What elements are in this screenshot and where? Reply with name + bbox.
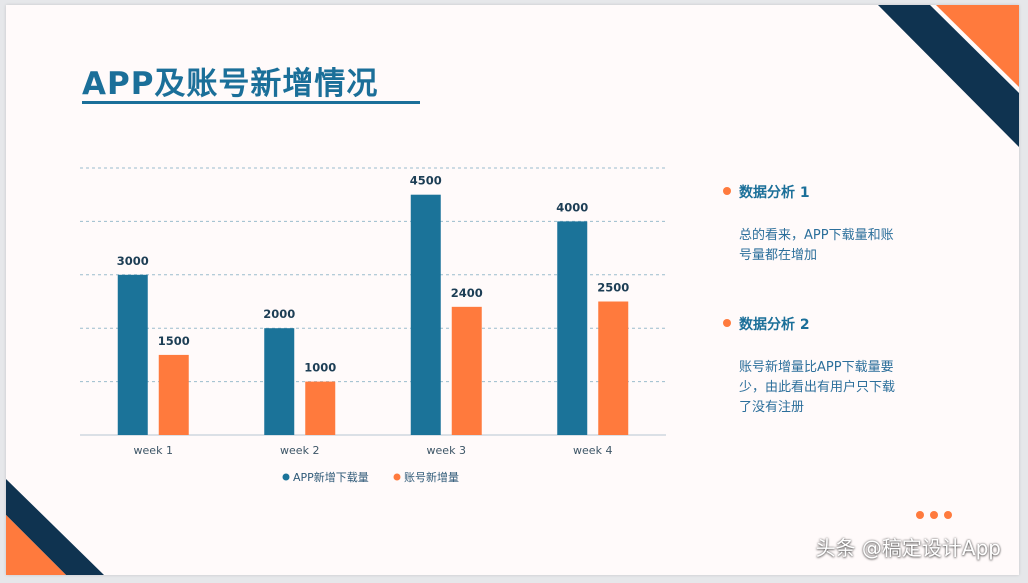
bar-new-accounts (598, 301, 629, 435)
data-label: 2000 (263, 307, 295, 321)
legend-label: 账号新增量 (404, 470, 459, 484)
analysis-2-line-2: 少，由此看出有用户只下载 (739, 380, 896, 395)
corner-orange-triangle-top-right (936, 5, 1019, 87)
data-label: 3000 (117, 254, 149, 268)
bar-app-downloads (557, 221, 588, 435)
analysis-2-line-1: 账号新增量比APP下载量要 (739, 360, 894, 375)
labels-layer: 3000 1500 2000 1000 4500 2400 4000 2500 (117, 174, 630, 375)
legend-marker-icon (282, 473, 290, 481)
bars-layer (117, 194, 629, 435)
bar-new-accounts (158, 354, 189, 435)
data-label: 4500 (410, 174, 442, 188)
slide: APP及账号新增情况 3000 1500 2000 1000 4500 2400 4000 2… (6, 5, 1019, 575)
decorative-dot-icon (930, 511, 938, 519)
legend-layer: APP新增下载量 账号新增量 (282, 470, 459, 484)
decorative-dot-icon (916, 511, 924, 519)
analysis-2-line-3: 了没有注册 (739, 400, 805, 415)
data-label: 2500 (597, 281, 629, 295)
analysis-2-heading: 数据分析 2 (739, 317, 810, 333)
x-tick-label: week 1 (134, 444, 173, 457)
corner-navy-stripe-top-right (878, 5, 1019, 147)
analysis-2-bullet-icon (723, 319, 731, 327)
analysis-1-heading: 数据分析 1 (739, 185, 810, 201)
watermark-text: 头条 @稿定设计App (815, 536, 1001, 560)
bar-new-accounts (451, 306, 482, 435)
data-label: 1500 (158, 334, 190, 348)
decorative-dot-icon (944, 511, 952, 519)
data-label: 4000 (556, 200, 588, 214)
corner-orange-triangle-bottom-left (6, 515, 66, 575)
legend-marker-icon (393, 473, 401, 481)
bar-app-downloads (410, 194, 441, 435)
corner-navy-stripe-bottom-left (6, 479, 104, 575)
analysis-1-body: 总的看来，APP下载量和账 号量都在增加 (739, 226, 925, 266)
title-underline (82, 101, 420, 104)
analysis-1-line-2: 号量都在增加 (739, 248, 818, 263)
analysis-1-line-1: 总的看来，APP下载量和账 (739, 228, 894, 243)
data-label: 2400 (451, 286, 483, 300)
data-label: 1000 (304, 361, 336, 375)
corner-decoration-top-right (6, 5, 1019, 575)
analysis-2-body: 账号新增量比APP下载量要 少，由此看出有用户只下载 了没有注册 (739, 358, 925, 418)
x-tick-label: week 2 (280, 444, 319, 457)
ticks-layer: week 1 week 2 week 3 week 4 (134, 444, 613, 457)
x-tick-label: week 4 (573, 444, 612, 457)
bar-app-downloads (117, 274, 148, 435)
bar-new-accounts (305, 381, 336, 435)
analysis-1-bullet-icon (723, 187, 731, 195)
legend-label: APP新增下载量 (293, 470, 369, 484)
x-tick-label: week 3 (427, 444, 466, 457)
page-title: APP及账号新增情况 (82, 66, 379, 102)
bar-app-downloads (264, 328, 295, 435)
